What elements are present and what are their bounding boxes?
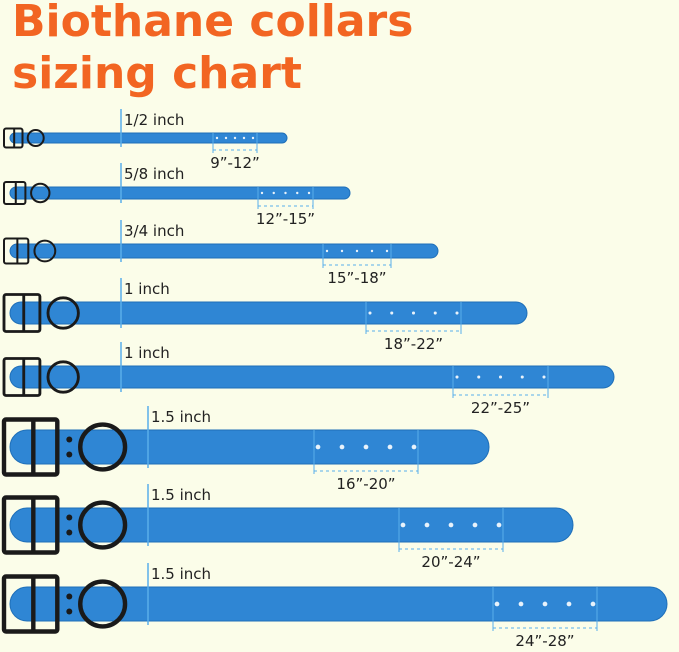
hole [424, 522, 430, 528]
size-range: 20”-24” [421, 553, 480, 571]
hole [455, 375, 459, 379]
rivet [66, 451, 73, 458]
hole [411, 444, 417, 450]
size-range: 24”-28” [515, 632, 574, 650]
buckle [3, 237, 30, 265]
hole [448, 522, 454, 528]
hole [390, 311, 394, 315]
width-label: 1 inch [124, 280, 170, 298]
rivet [66, 514, 73, 521]
hole [355, 249, 359, 253]
hole [315, 444, 321, 450]
hole [325, 249, 329, 253]
strap [9, 186, 351, 200]
hole [224, 136, 228, 140]
width-label: 1/2 inch [124, 111, 184, 129]
hole [296, 191, 299, 195]
buckle [1, 417, 60, 477]
hole [387, 444, 393, 450]
size-range: 22”-25” [471, 399, 530, 417]
hole [368, 311, 372, 315]
strap [9, 301, 528, 325]
hole [498, 375, 503, 379]
hole [272, 191, 275, 195]
width-label: 5/8 inch [124, 165, 184, 183]
buckle [2, 357, 42, 397]
hole [385, 249, 389, 253]
d-ring [30, 182, 51, 204]
d-ring [26, 129, 45, 147]
hole [520, 375, 524, 379]
hole [494, 601, 500, 607]
hole [496, 522, 502, 528]
buckle [1, 495, 60, 555]
strap [9, 586, 668, 622]
size-range: 9”-12” [210, 154, 260, 172]
hole [472, 522, 478, 528]
hole [433, 311, 437, 315]
hole [477, 375, 481, 379]
width-label: 1.5 inch [151, 565, 211, 583]
width-label: 1.5 inch [151, 408, 211, 426]
hole [307, 191, 311, 195]
width-label: 1 inch [124, 344, 170, 362]
strap [9, 243, 439, 259]
size-range: 12”-15” [256, 210, 315, 228]
hole [518, 601, 524, 607]
rivet [66, 593, 73, 600]
d-ring [46, 360, 80, 394]
hole [215, 136, 219, 140]
strap [9, 365, 615, 389]
hole [242, 136, 246, 140]
size-range: 16”-20” [336, 475, 395, 493]
d-ring [33, 239, 57, 263]
hole [411, 311, 416, 315]
hole [590, 601, 596, 607]
width-label: 1.5 inch [151, 486, 211, 504]
hole [542, 601, 548, 607]
rivet [66, 608, 73, 615]
d-ring [78, 500, 128, 550]
strap [9, 132, 288, 144]
d-ring [78, 579, 128, 629]
size-range: 15”-18” [327, 269, 386, 287]
hole [542, 375, 546, 379]
d-ring [78, 422, 128, 472]
rivet [66, 529, 73, 536]
title-line1: Biothane collars [12, 0, 413, 47]
d-ring [46, 296, 80, 330]
rivet [66, 436, 73, 443]
buckle [2, 293, 42, 333]
hole [233, 136, 237, 140]
hole [566, 601, 572, 607]
width-label: 3/4 inch [124, 222, 184, 240]
size-range: 18”-22” [384, 335, 443, 353]
hole [260, 191, 264, 195]
hole [370, 249, 374, 253]
buckle [3, 181, 27, 205]
hole [455, 311, 459, 315]
hole [363, 444, 369, 450]
hole [340, 249, 344, 253]
hole [339, 444, 345, 450]
strap [9, 507, 574, 543]
hole [251, 136, 255, 140]
hole [284, 191, 287, 195]
title-line2: sizing chart [12, 48, 302, 99]
hole [400, 522, 406, 528]
strap [9, 429, 490, 465]
buckle [1, 574, 60, 634]
